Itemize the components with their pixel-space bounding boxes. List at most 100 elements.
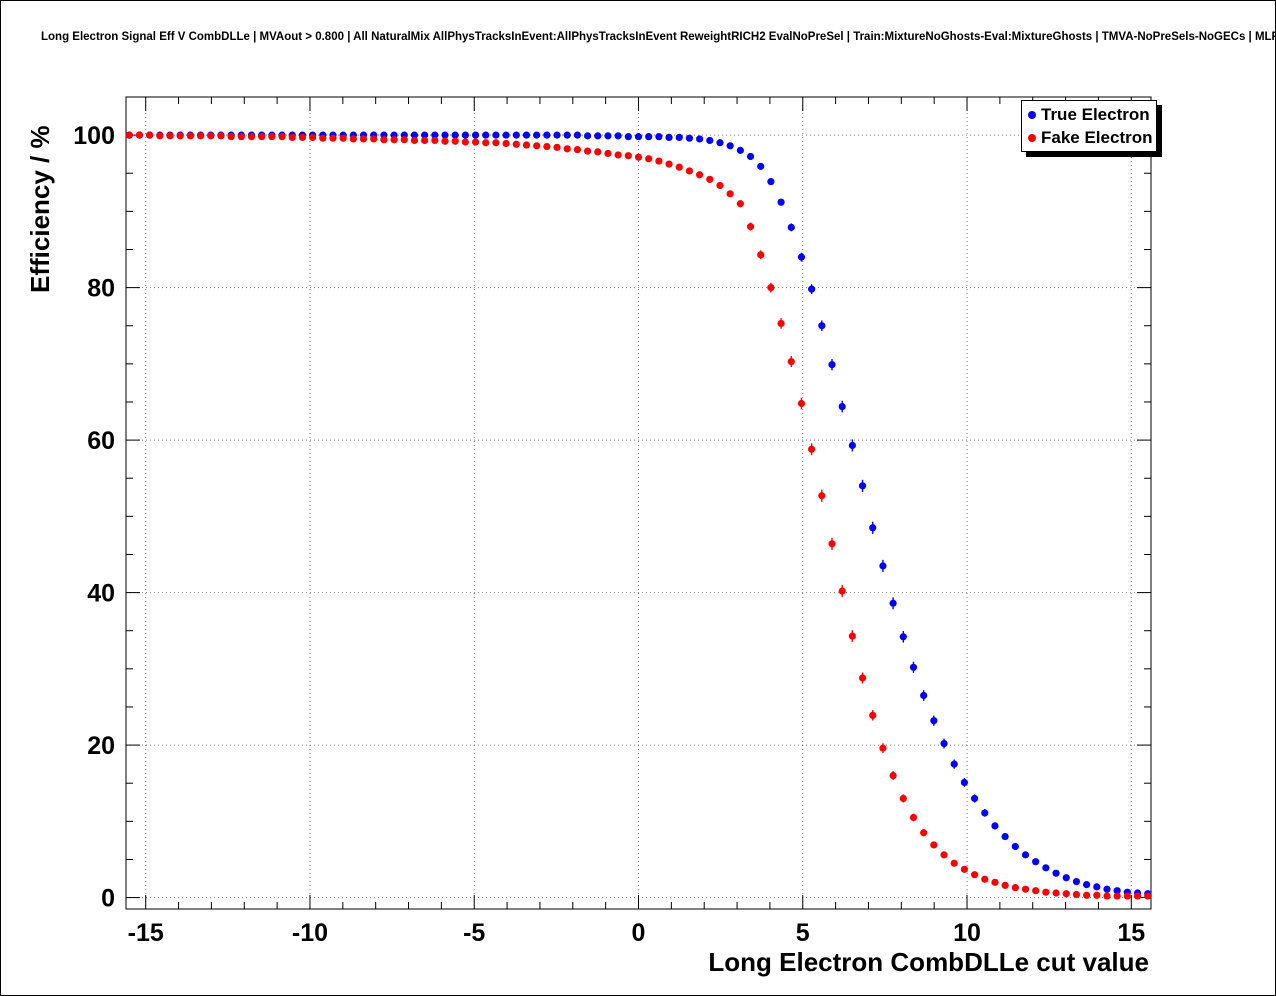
marker-fake-electron	[410, 136, 419, 145]
marker-fake-electron	[573, 146, 581, 154]
marker-fake-electron	[533, 142, 541, 150]
marker-true-electron	[441, 131, 449, 139]
marker-true-electron	[471, 131, 480, 139]
marker-fake-electron	[390, 136, 398, 144]
marker-fake-electron	[339, 134, 347, 142]
marker-fake-electron	[176, 132, 184, 140]
marker-fake-electron	[268, 133, 276, 141]
marker-fake-electron	[767, 284, 775, 292]
y-tick-label: 0	[101, 885, 115, 913]
marker-fake-electron	[950, 859, 958, 867]
y-tick-label: 80	[87, 275, 115, 303]
marker-true-electron	[624, 133, 632, 141]
marker-fake-electron	[818, 492, 826, 500]
marker-true-electron	[1072, 877, 1081, 886]
y-tick-label: 60	[87, 427, 115, 455]
y-axis-title: Efficiency / %	[25, 125, 55, 293]
marker-true-electron	[746, 152, 755, 161]
marker-fake-electron	[258, 133, 266, 141]
legend-entry-fake-electron: Fake Electron	[1022, 126, 1156, 149]
marker-true-electron	[451, 131, 459, 139]
marker-true-electron	[848, 441, 856, 450]
marker-fake-electron	[227, 133, 235, 141]
marker-fake-electron	[502, 139, 510, 148]
y-tick-label: 40	[87, 580, 115, 608]
marker-fake-electron	[808, 445, 816, 453]
marker-fake-electron	[461, 138, 469, 146]
marker-true-electron	[1021, 851, 1030, 859]
legend-marker-icon	[1028, 110, 1036, 119]
marker-true-electron	[930, 717, 938, 725]
marker-true-electron	[960, 778, 968, 787]
marker-fake-electron	[838, 587, 846, 595]
marker-fake-electron	[196, 132, 205, 140]
marker-fake-electron	[522, 141, 531, 149]
marker-fake-electron	[726, 190, 734, 198]
marker-fake-electron	[247, 133, 256, 141]
marker-true-electron	[512, 131, 520, 139]
marker-true-electron	[492, 131, 500, 139]
chart-title: Long Electron Signal Eff V CombDLLe | MV…	[41, 31, 1275, 43]
marker-fake-electron	[125, 131, 133, 139]
marker-true-electron	[797, 253, 806, 261]
marker-true-electron	[950, 760, 958, 768]
marker-fake-electron	[991, 878, 999, 886]
marker-fake-electron	[1133, 892, 1142, 900]
marker-fake-electron	[186, 132, 194, 140]
marker-true-electron	[879, 562, 887, 570]
marker-fake-electron	[421, 136, 429, 145]
marker-fake-electron	[298, 133, 307, 142]
marker-fake-electron	[604, 149, 612, 158]
marker-fake-electron	[1103, 892, 1111, 900]
marker-fake-electron	[309, 133, 317, 142]
marker-true-electron	[1032, 858, 1040, 866]
marker-fake-electron	[135, 131, 144, 139]
marker-true-electron	[614, 132, 622, 140]
legend: True Electron Fake Electron	[1021, 100, 1157, 152]
marker-fake-electron	[492, 139, 500, 147]
marker-true-electron	[828, 361, 836, 369]
marker-true-electron	[757, 162, 765, 170]
marker-fake-electron	[899, 794, 907, 803]
marker-fake-electron	[482, 139, 490, 147]
marker-true-electron	[838, 402, 846, 411]
marker-fake-electron	[553, 143, 561, 151]
marker-true-electron	[522, 131, 531, 139]
marker-fake-electron	[1123, 892, 1131, 900]
marker-true-electron	[706, 136, 714, 145]
marker-fake-electron	[359, 135, 368, 143]
marker-fake-electron	[624, 152, 632, 160]
marker-fake-electron	[787, 357, 795, 366]
marker-fake-electron	[329, 134, 337, 142]
marker-fake-electron	[1083, 891, 1091, 899]
marker-fake-electron	[858, 674, 867, 682]
marker-true-electron	[563, 131, 571, 139]
marker-fake-electron	[349, 135, 357, 143]
marker-fake-electron	[960, 865, 968, 873]
marker-true-electron	[1042, 864, 1050, 872]
marker-true-electron	[970, 794, 979, 803]
marker-fake-electron	[512, 140, 520, 148]
marker-true-electron	[1011, 842, 1019, 851]
marker-true-electron	[685, 134, 694, 142]
legend-marker-icon	[1028, 133, 1036, 142]
legend-label: True Electron	[1041, 104, 1150, 124]
marker-fake-electron	[655, 157, 663, 165]
marker-true-electron	[726, 142, 734, 150]
marker-true-electron	[583, 132, 592, 140]
marker-fake-electron	[1144, 892, 1152, 900]
marker-fake-electron	[665, 160, 673, 168]
marker-fake-electron	[920, 829, 928, 837]
marker-fake-electron	[400, 136, 408, 144]
marker-true-electron	[410, 131, 419, 139]
marker-fake-electron	[869, 711, 877, 719]
marker-true-electron	[858, 482, 867, 490]
marker-fake-electron	[380, 136, 388, 144]
marker-fake-electron	[645, 155, 653, 163]
marker-fake-electron	[237, 133, 245, 141]
marker-fake-electron	[675, 163, 683, 171]
x-tick-label: -5	[463, 919, 485, 947]
marker-true-electron	[889, 599, 897, 607]
marker-true-electron	[645, 133, 653, 141]
